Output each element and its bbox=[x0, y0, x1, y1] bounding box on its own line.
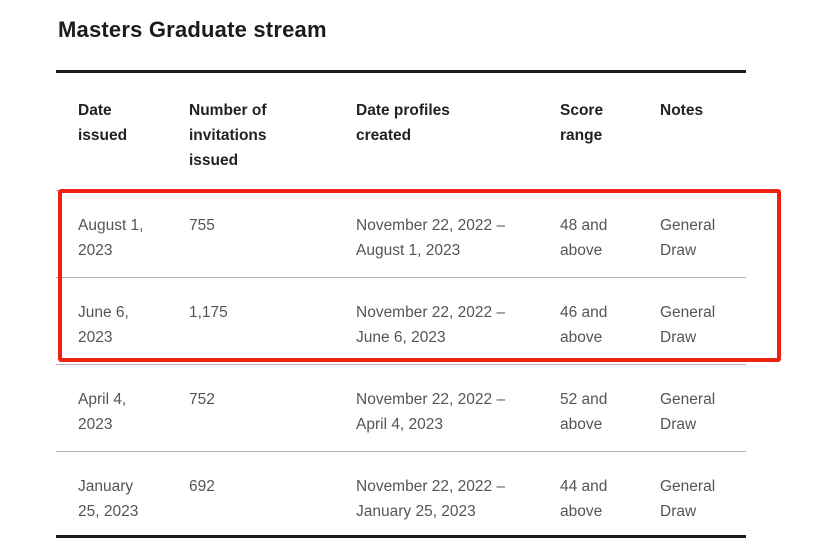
cell-notes: General Draw bbox=[660, 391, 716, 433]
cell-date-issued: August 1, 2023 bbox=[78, 217, 144, 259]
column-header-score-range: Score range bbox=[560, 102, 604, 144]
cell-profiles-created: November 22, 2022 – April 4, 2023 bbox=[356, 391, 506, 433]
table-header-row: Date issued Number of invitations issued… bbox=[56, 73, 746, 191]
cell-date-issued: January 25, 2023 bbox=[78, 478, 139, 520]
cell-score-range: 52 and above bbox=[560, 391, 608, 433]
cell-date-issued: June 6, 2023 bbox=[78, 304, 129, 346]
table-row: April 4, 2023 752 November 22, 2022 – Ap… bbox=[56, 365, 746, 452]
page: Masters Graduate stream Date issued Numb… bbox=[56, 0, 746, 538]
cell-invitations-issued: 752 bbox=[189, 391, 215, 408]
column-header-profiles-created: Date profiles created bbox=[356, 102, 450, 144]
cell-profiles-created: November 22, 2022 – August 1, 2023 bbox=[356, 217, 506, 259]
table-row: August 1, 2023 755 November 22, 2022 – A… bbox=[56, 191, 746, 278]
cell-profiles-created: November 22, 2022 – January 25, 2023 bbox=[356, 478, 506, 520]
cell-score-range: 46 and above bbox=[560, 304, 608, 346]
table-body: August 1, 2023 755 November 22, 2022 – A… bbox=[56, 191, 746, 535]
cell-notes: General Draw bbox=[660, 304, 716, 346]
column-header-date-issued: Date issued bbox=[78, 102, 128, 144]
cell-date-issued: April 4, 2023 bbox=[78, 391, 127, 433]
cell-invitations-issued: 1,175 bbox=[189, 304, 228, 321]
cell-invitations-issued: 755 bbox=[189, 217, 215, 234]
invitations-table: Date issued Number of invitations issued… bbox=[56, 70, 746, 538]
table-row: January 25, 2023 692 November 22, 2022 –… bbox=[56, 452, 746, 535]
column-header-invitations-issued: Number of invitations issued bbox=[189, 102, 267, 169]
cell-score-range: 44 and above bbox=[560, 478, 608, 520]
cell-invitations-issued: 692 bbox=[189, 478, 215, 495]
table-row: June 6, 2023 1,175 November 22, 2022 – J… bbox=[56, 278, 746, 365]
cell-notes: General Draw bbox=[660, 478, 716, 520]
cell-profiles-created: November 22, 2022 – June 6, 2023 bbox=[356, 304, 506, 346]
cell-notes: General Draw bbox=[660, 217, 716, 259]
column-header-notes: Notes bbox=[660, 102, 704, 119]
page-title: Masters Graduate stream bbox=[58, 17, 327, 42]
cell-score-range: 48 and above bbox=[560, 217, 608, 259]
